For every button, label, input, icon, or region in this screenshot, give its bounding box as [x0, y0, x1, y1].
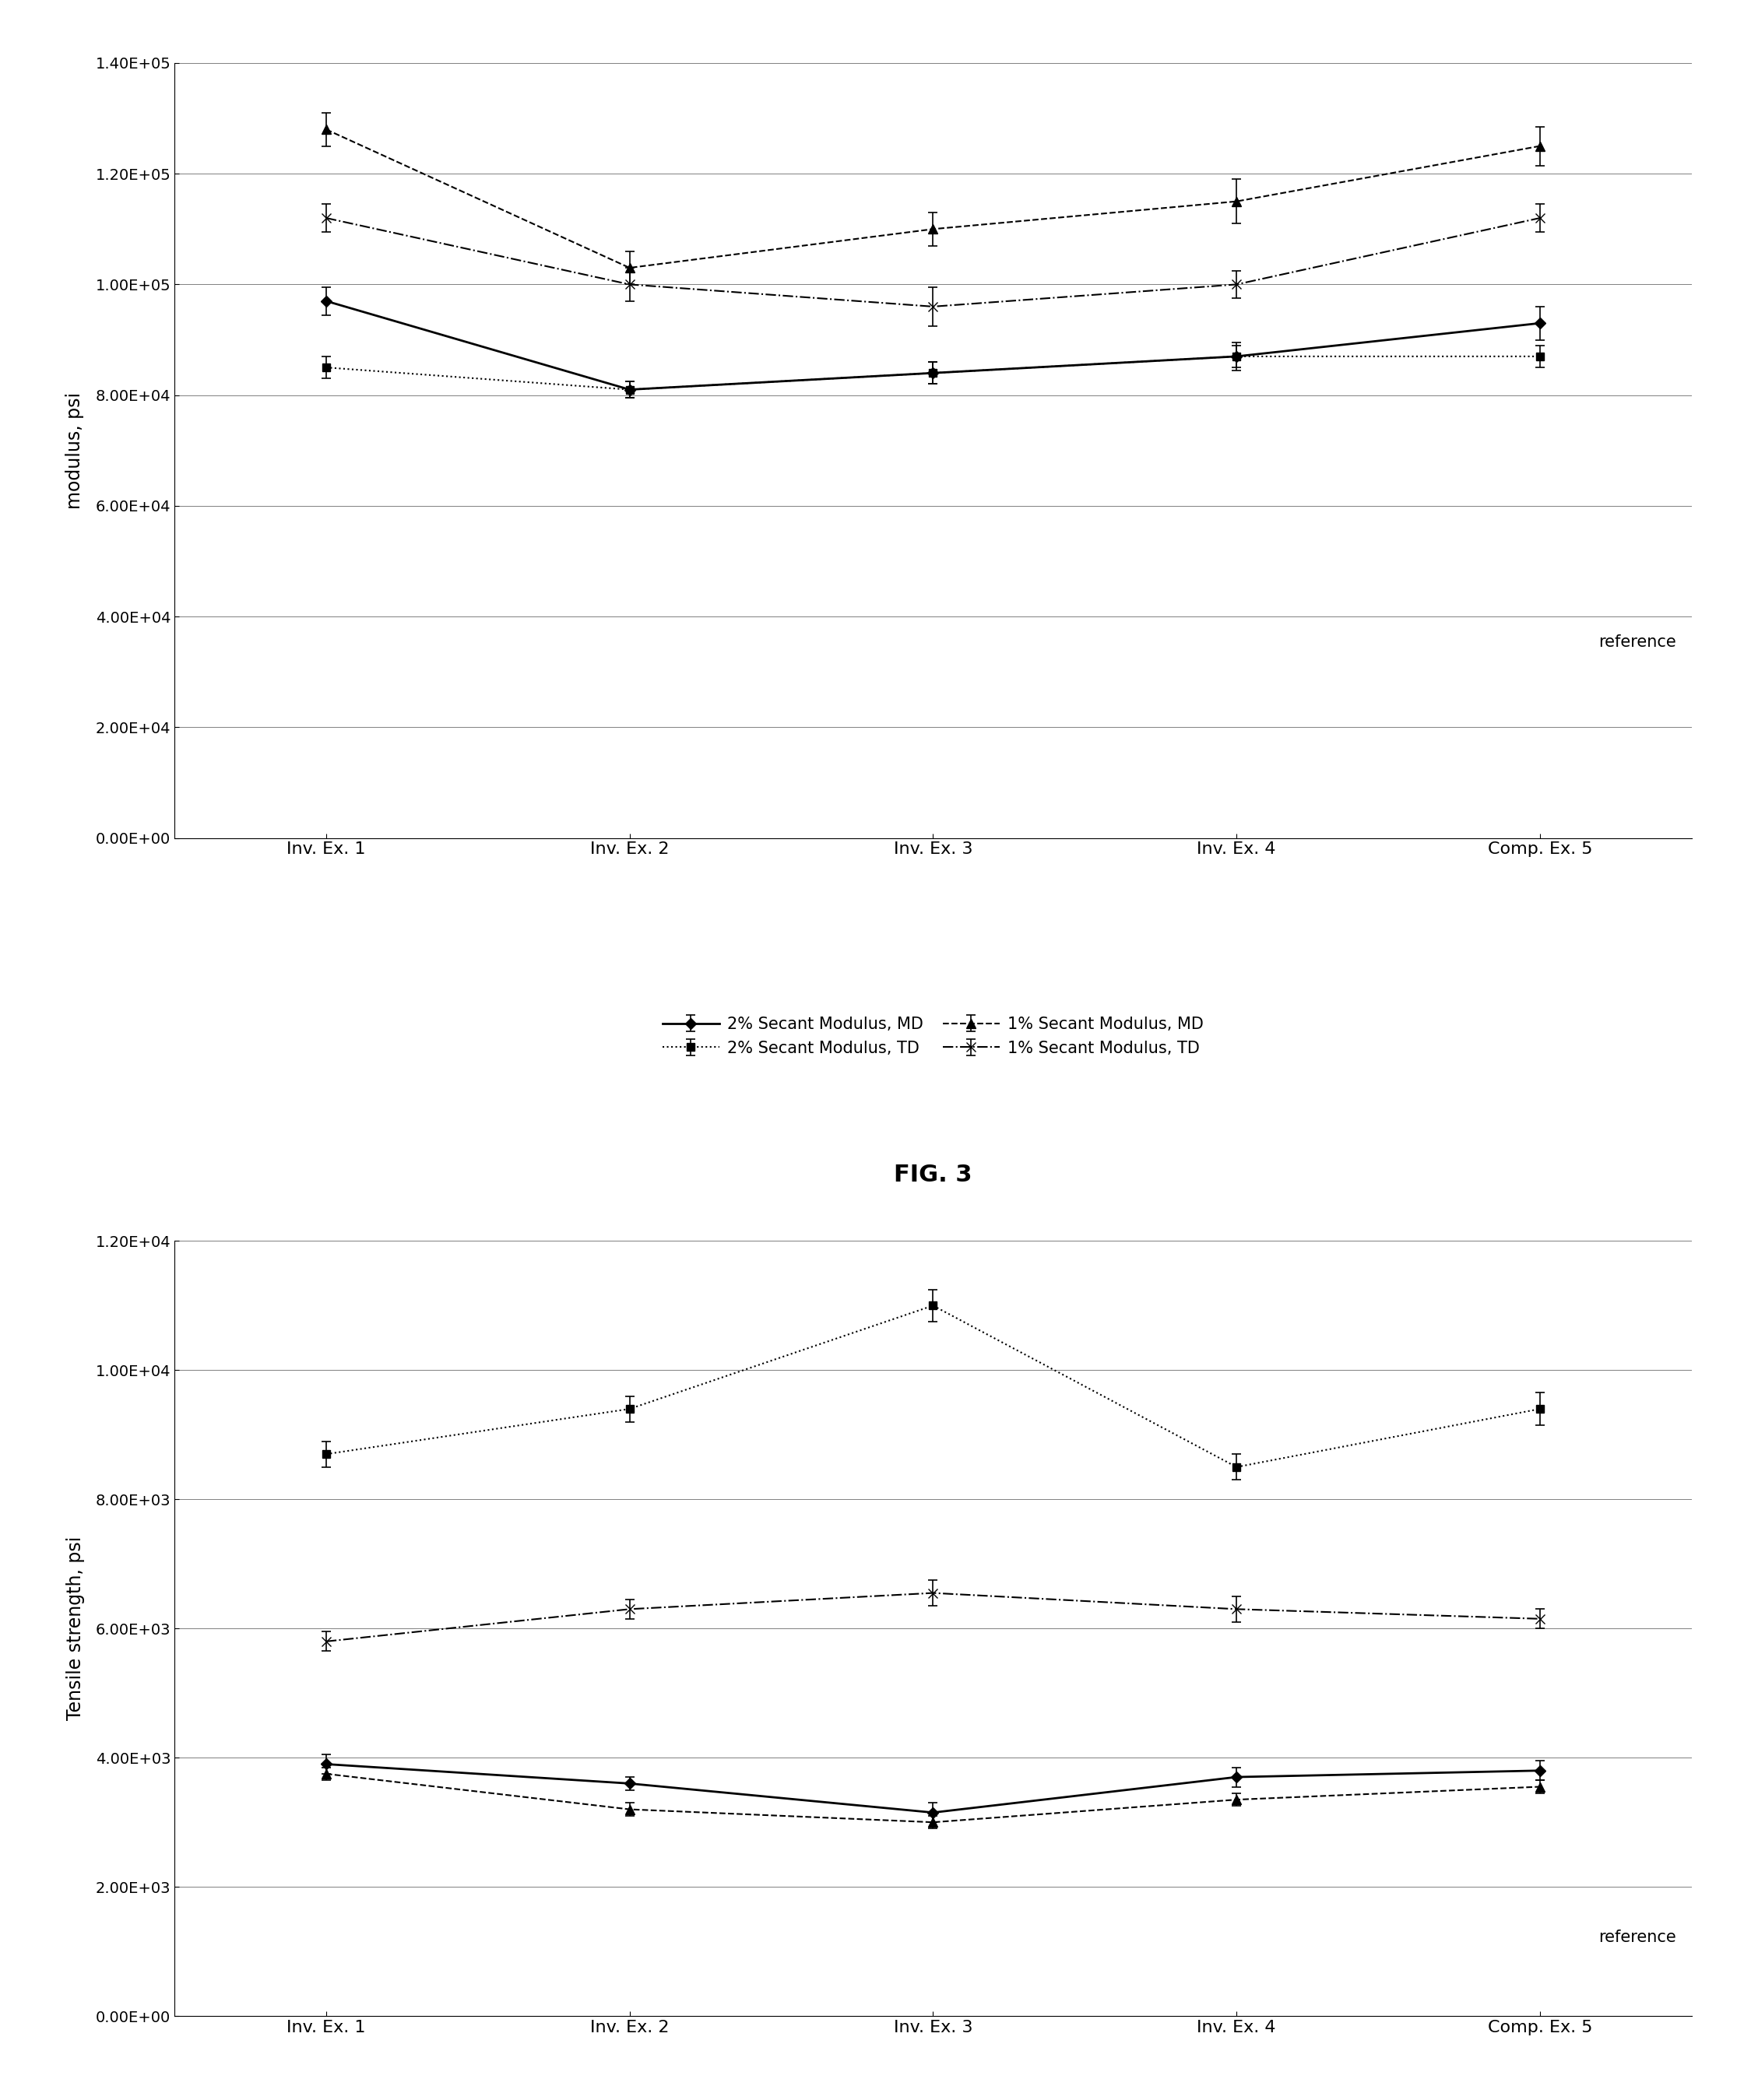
- Text: reference: reference: [1599, 634, 1676, 649]
- Text: reference: reference: [1599, 1930, 1676, 1945]
- Y-axis label: Tensile strength, psi: Tensile strength, psi: [66, 1537, 84, 1720]
- Y-axis label: modulus, psi: modulus, psi: [66, 393, 84, 508]
- Legend: 2% Secant Modulus, MD, 2% Secant Modulus, TD, 1% Secant Modulus, MD, 1% Secant M: 2% Secant Modulus, MD, 2% Secant Modulus…: [656, 1010, 1210, 1063]
- Text: FIG. 3: FIG. 3: [895, 1163, 971, 1186]
